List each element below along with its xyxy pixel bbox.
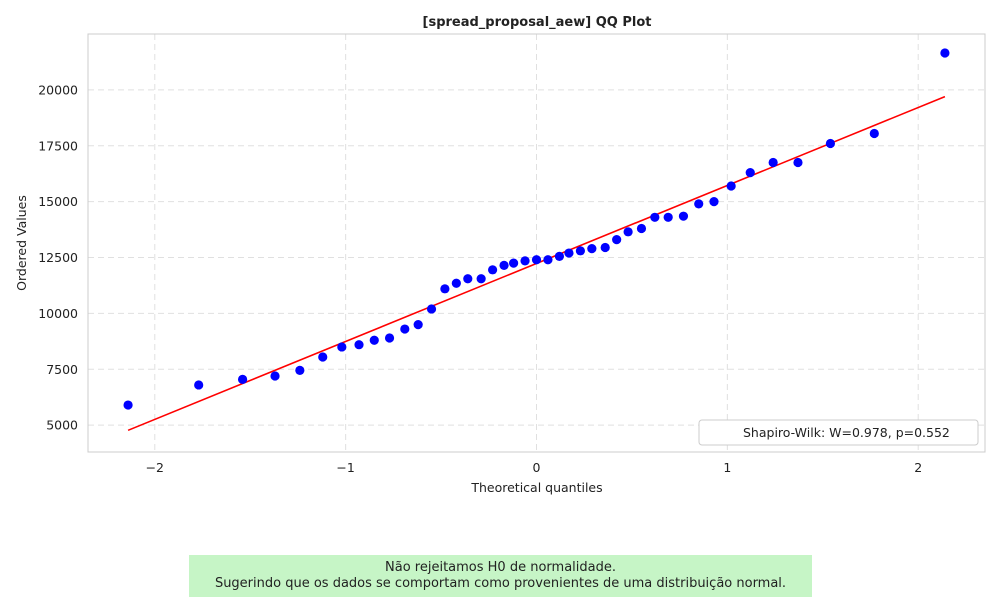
data-point xyxy=(488,265,498,275)
y-tick-label: 17500 xyxy=(38,138,78,153)
data-point xyxy=(587,243,597,254)
data-point xyxy=(508,258,519,268)
data-point xyxy=(694,199,704,209)
y-axis-label: Ordered Values xyxy=(14,195,29,291)
y-tick-label: 20000 xyxy=(38,82,78,97)
data-point xyxy=(400,324,410,334)
data-point xyxy=(520,256,530,266)
y-tick-label: 12500 xyxy=(38,250,78,265)
data-point xyxy=(123,400,133,410)
qq-plot-chart: [spread_proposal_aew] QQ Plot −2 −1 0 1 2 50… xyxy=(14,15,986,495)
data-point xyxy=(337,342,347,352)
data-point xyxy=(463,274,473,284)
data-point xyxy=(384,333,395,343)
data-point xyxy=(318,352,328,362)
x-axis-ticks: −2 −1 0 1 2 xyxy=(146,460,923,475)
data-point xyxy=(531,255,542,265)
y-tick-label: 10000 xyxy=(38,306,78,321)
y-tick-label: 15000 xyxy=(38,194,78,209)
legend-box xyxy=(698,419,979,446)
grid-lines xyxy=(88,34,985,452)
data-point xyxy=(678,211,689,221)
data-point xyxy=(440,284,450,294)
data-point xyxy=(270,371,280,381)
data-point xyxy=(623,227,633,237)
x-axis-label: Theoretical quantiles xyxy=(470,480,602,495)
note-line-2: Sugerindo que os dados se comportam como… xyxy=(214,576,787,591)
data-point xyxy=(369,335,379,345)
data-point xyxy=(194,380,204,390)
data-point xyxy=(650,212,660,222)
data-point xyxy=(745,167,755,178)
data-point xyxy=(564,248,574,258)
data-point xyxy=(575,246,585,256)
y-axis-ticks: 5000 7500 10000 12500 15000 17500 20000 xyxy=(38,82,78,432)
data-point xyxy=(709,197,719,207)
x-tick-label: 1 xyxy=(723,460,731,475)
data-point xyxy=(237,374,248,384)
conclusion-note: Não rejeitamos H0 de normalidade. Sugeri… xyxy=(189,555,812,597)
y-tick-label: 7500 xyxy=(46,362,78,377)
data-points xyxy=(123,48,950,410)
data-point xyxy=(768,157,778,168)
chart-title: [spread_proposal_aew] QQ Plot xyxy=(423,15,652,30)
data-point xyxy=(543,255,553,265)
note-line-1: Não rejeitamos H0 de normalidade. xyxy=(385,560,616,575)
data-point xyxy=(499,260,509,270)
data-point xyxy=(612,235,622,245)
data-point xyxy=(940,48,950,58)
data-point xyxy=(476,274,486,284)
x-tick-label: −1 xyxy=(336,460,354,475)
data-point xyxy=(825,138,836,149)
data-point xyxy=(636,223,647,234)
data-point xyxy=(354,340,364,350)
plot-area-frame xyxy=(87,33,986,453)
data-point xyxy=(554,251,565,262)
data-point xyxy=(793,157,803,168)
data-point xyxy=(600,242,610,253)
data-point xyxy=(426,304,437,314)
y-tick-label: 5000 xyxy=(46,418,78,433)
legend: Shapiro-Wilk: W=0.978, p=0.552 xyxy=(698,419,979,446)
x-tick-label: 2 xyxy=(914,460,922,475)
x-tick-label: −2 xyxy=(146,460,164,475)
data-point xyxy=(295,365,305,376)
x-tick-label: 0 xyxy=(533,460,541,475)
data-point xyxy=(726,181,736,191)
legend-entry: Shapiro-Wilk: W=0.978, p=0.552 xyxy=(743,425,950,440)
data-point xyxy=(869,128,879,139)
data-point xyxy=(413,319,423,330)
data-point xyxy=(451,278,461,288)
data-point xyxy=(663,212,673,222)
